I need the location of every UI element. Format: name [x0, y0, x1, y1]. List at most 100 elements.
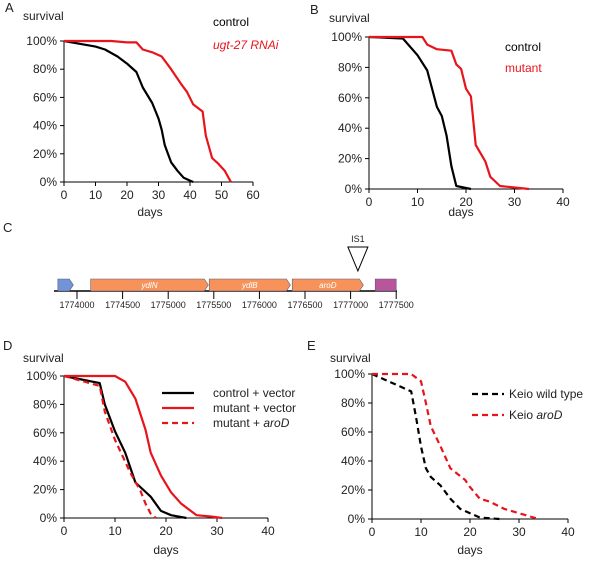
- x-tick-label: 30: [210, 524, 224, 538]
- x-tick-label: 10: [414, 525, 428, 539]
- y-tick-label: 60%: [33, 90, 57, 104]
- x-tick-label: 50: [215, 188, 229, 202]
- y-tick-label: 40%: [338, 121, 362, 135]
- y-tick-label: 40%: [341, 454, 365, 468]
- y-tick-label: 0%: [40, 511, 58, 525]
- x-tick-label: 60: [246, 188, 260, 202]
- gene-block-4: [374, 278, 397, 292]
- legend-label-0: Keio wild type: [509, 387, 583, 401]
- x-tick-label: 0: [61, 524, 68, 538]
- y-tick-label: 0%: [40, 175, 58, 189]
- x-axis-label: days: [448, 205, 473, 219]
- y-tick-label: 80%: [33, 62, 57, 76]
- x-tick-label: 0: [61, 188, 68, 202]
- gene-label: aroD: [319, 281, 337, 290]
- gene-block-3: [291, 278, 364, 292]
- coordinate-label: 1777500: [379, 300, 414, 310]
- x-tick-label: 0: [369, 525, 376, 539]
- legend-text: mutant + vector: [213, 401, 296, 415]
- legend-label-1: mutant: [505, 61, 542, 75]
- legend-text-italic: aroD: [536, 408, 562, 422]
- x-tick-label: 10: [411, 195, 425, 209]
- y-axis-label: survival: [330, 351, 371, 365]
- x-tick-label: 10: [108, 524, 122, 538]
- legend-text: control: [505, 40, 541, 54]
- x-tick-label: 40: [261, 524, 275, 538]
- legend-text: Keio: [509, 408, 536, 422]
- series-line-0: [63, 39, 194, 184]
- legend-text-italic: aroD: [263, 416, 289, 430]
- legend-label-1: Keio aroD: [509, 408, 563, 422]
- y-tick-label: 20%: [341, 483, 365, 497]
- series-line-2: [63, 374, 157, 519]
- y-tick-label: 0%: [345, 182, 363, 196]
- coordinate-label: 1775000: [151, 300, 186, 310]
- y-tick-label: 60%: [341, 425, 365, 439]
- x-tick-label: 40: [183, 188, 197, 202]
- gene-block-0: [57, 278, 74, 292]
- coordinate-label: 1777000: [333, 300, 368, 310]
- y-tick-label: 20%: [33, 147, 57, 161]
- coordinate-label: 1776000: [242, 300, 277, 310]
- y-tick-label: 20%: [33, 483, 57, 497]
- gene-block-1: [90, 278, 209, 292]
- legend-text: mutant: [505, 61, 542, 75]
- series-line-0: [371, 372, 500, 521]
- x-axis-label: days: [137, 205, 162, 219]
- legend-label-1: mutant + vector: [213, 401, 296, 415]
- y-tick-label: 100%: [26, 369, 57, 383]
- legend-text: ugt-27 RNAi: [213, 38, 279, 52]
- panel-letter: C: [3, 220, 12, 235]
- panel-letter: E: [307, 338, 316, 353]
- x-tick-label: 20: [463, 525, 477, 539]
- y-tick-label: 80%: [338, 60, 362, 74]
- y-axis-label: survival: [329, 11, 370, 25]
- y-tick-label: 100%: [334, 367, 365, 381]
- x-tick-label: 40: [561, 525, 575, 539]
- y-tick-label: 0%: [348, 512, 366, 526]
- gene-label: ydlN: [140, 281, 157, 290]
- gene-block-2: [208, 278, 291, 292]
- y-axis-label: survival: [23, 9, 64, 23]
- y-tick-label: 80%: [341, 396, 365, 410]
- panel-letter: D: [3, 338, 12, 353]
- y-axis-label: survival: [23, 351, 64, 365]
- legend-label-0: control: [213, 15, 249, 29]
- legend-label-0: control: [505, 40, 541, 54]
- legend-label-2: mutant + aroD: [213, 416, 290, 430]
- series-line-1: [64, 39, 232, 183]
- y-tick-label: 60%: [338, 91, 362, 105]
- panel-c: C 1774000 1774500 1775000 1775500 1776000 1776…: [3, 220, 414, 310]
- legend-text: control: [213, 15, 249, 29]
- y-tick-label: 40%: [33, 119, 57, 133]
- y-tick-label: 60%: [33, 426, 57, 440]
- series-line-0: [368, 35, 472, 191]
- panel-letter: A: [5, 0, 14, 15]
- coordinate-label: 1776500: [287, 300, 322, 310]
- y-tick-label: 80%: [33, 397, 57, 411]
- gene-label: ydlB: [241, 281, 258, 290]
- y-tick-label: 40%: [33, 454, 57, 468]
- legend-text: mutant +: [213, 416, 263, 430]
- legend-label-0: control + vector: [213, 386, 295, 400]
- x-tick-label: 40: [556, 195, 570, 209]
- legend-text: Keio wild type: [509, 387, 583, 401]
- y-tick-label: 100%: [26, 34, 57, 48]
- legend-text: control + vector: [213, 386, 295, 400]
- x-tick-label: 20: [120, 188, 134, 202]
- x-tick-label: 20: [459, 195, 473, 209]
- x-tick-label: 10: [89, 188, 103, 202]
- x-tick-label: 0: [366, 195, 373, 209]
- series-line-1: [372, 372, 539, 521]
- coordinate-label: 1775500: [196, 300, 231, 310]
- x-tick-label: 30: [508, 195, 522, 209]
- coordinate-label: 1774000: [59, 300, 94, 310]
- insertion-label: IS1: [351, 234, 365, 244]
- insertion-triangle-icon: [347, 246, 369, 273]
- series-line-1: [369, 35, 530, 191]
